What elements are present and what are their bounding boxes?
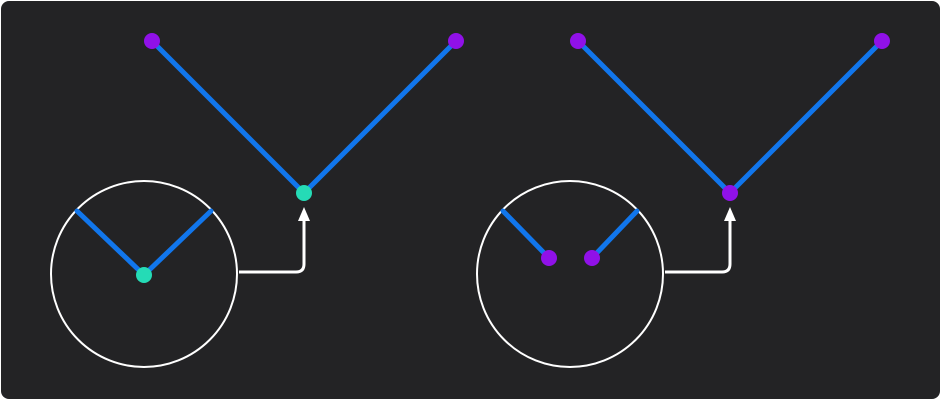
left-segment-1 [149,38,307,196]
left-arrow-up-icon [298,207,310,221]
right-polyline [570,33,890,201]
left-lens-joined-vertex [136,267,152,283]
left-joined-vertex [296,185,312,201]
left-callout-connector [239,220,306,274]
left-endpoint-2 [448,33,464,49]
right-segment-1 [575,38,733,196]
left-zoom-lens [50,180,238,368]
right-lens-endpoint-1 [541,250,557,266]
right-vertex [722,185,738,201]
right-zoom-lens [476,180,664,368]
right-diagram [476,33,890,368]
right-lens-segment-1 [500,208,552,261]
right-lens-endpoint-2 [584,250,600,266]
left-lens-segment-2 [141,208,214,278]
left-polyline [144,33,464,201]
left-endpoint-1 [144,33,160,49]
right-segment-2 [727,38,885,196]
right-lens-circle [476,180,664,368]
right-endpoint-1 [570,33,586,49]
right-endpoint-2 [874,33,890,49]
right-callout-connector [665,220,732,274]
right-lens-segment-2 [589,208,640,261]
left-callout-arrow [239,207,310,274]
right-arrow-up-icon [724,207,736,221]
left-diagram [50,33,464,368]
left-segment-2 [301,38,459,196]
left-lens-segment-1 [74,208,147,278]
right-callout-arrow [665,207,736,274]
left-lens-circle [50,180,238,368]
